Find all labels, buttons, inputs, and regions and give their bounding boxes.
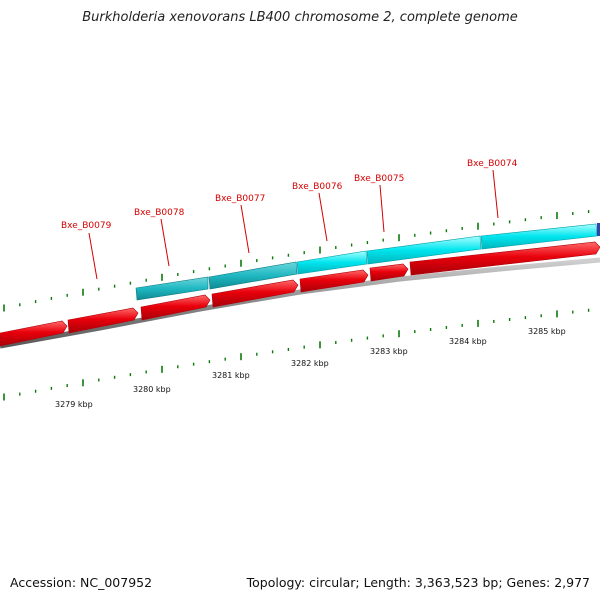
kbp-label-3282: 3282 kbp bbox=[291, 359, 329, 368]
cds-track bbox=[0, 241, 600, 347]
gene-bar-cyan-2[interactable] bbox=[366, 235, 482, 265]
leader-b0076 bbox=[318, 192, 328, 242]
gene-track bbox=[135, 223, 600, 301]
gene-label-leaders bbox=[88, 169, 499, 280]
gene-bar-cyan-1[interactable] bbox=[296, 250, 368, 275]
backbone-arc bbox=[0, 257, 600, 349]
cds-arrow-7[interactable] bbox=[409, 241, 600, 276]
leader-b0079 bbox=[88, 232, 98, 280]
gene-label-b0078[interactable]: Bxe_B0078 bbox=[134, 208, 185, 218]
tick-row-lower bbox=[3, 308, 590, 401]
leader-b0074 bbox=[492, 169, 499, 219]
kbp-label-3281: 3281 kbp bbox=[212, 371, 250, 380]
gene-labels: Bxe_B0079 Bxe_B0078 Bxe_B0077 Bxe_B0076 … bbox=[61, 159, 518, 231]
cds-arrow-2[interactable] bbox=[67, 307, 139, 334]
gene-label-b0077[interactable]: Bxe_B0077 bbox=[215, 194, 265, 204]
cds-arrow-3[interactable] bbox=[140, 294, 211, 321]
leader-b0075 bbox=[379, 184, 385, 233]
gene-label-b0079[interactable]: Bxe_B0079 bbox=[61, 221, 112, 231]
cds-arrow-4[interactable] bbox=[211, 279, 299, 308]
kbp-label-3280: 3280 kbp bbox=[133, 385, 171, 394]
gene-label-b0075[interactable]: Bxe_B0075 bbox=[354, 174, 404, 184]
cds-arrow-6[interactable] bbox=[369, 263, 409, 282]
cds-arrow-1[interactable] bbox=[0, 320, 68, 347]
gene-bar-teal-2[interactable] bbox=[208, 261, 298, 290]
kbp-labels: 3279 kbp 3280 kbp 3281 kbp 3282 kbp 3283… bbox=[55, 327, 566, 409]
leader-b0077 bbox=[240, 204, 250, 254]
genome-stats-text: Topology: circular; Length: 3,363,523 bp… bbox=[246, 575, 590, 590]
map-title: Burkholderia xenovorans LB400 chromosome… bbox=[82, 10, 518, 25]
tick-row-upper bbox=[3, 210, 590, 312]
gene-label-b0076[interactable]: Bxe_B0076 bbox=[292, 182, 343, 192]
gene-bar-edge bbox=[597, 223, 600, 236]
gene-bar-teal-1[interactable] bbox=[135, 276, 209, 301]
cds-arrow-5[interactable] bbox=[299, 269, 369, 293]
kbp-label-3285: 3285 kbp bbox=[528, 327, 566, 336]
leader-b0078 bbox=[160, 218, 170, 267]
kbp-label-3283: 3283 kbp bbox=[370, 347, 408, 356]
kbp-label-3284: 3284 kbp bbox=[449, 337, 487, 346]
kbp-label-3279: 3279 kbp bbox=[55, 400, 93, 409]
accession-text: Accession: NC_007952 bbox=[10, 575, 153, 590]
gene-label-b0074[interactable]: Bxe_B0074 bbox=[467, 159, 518, 169]
